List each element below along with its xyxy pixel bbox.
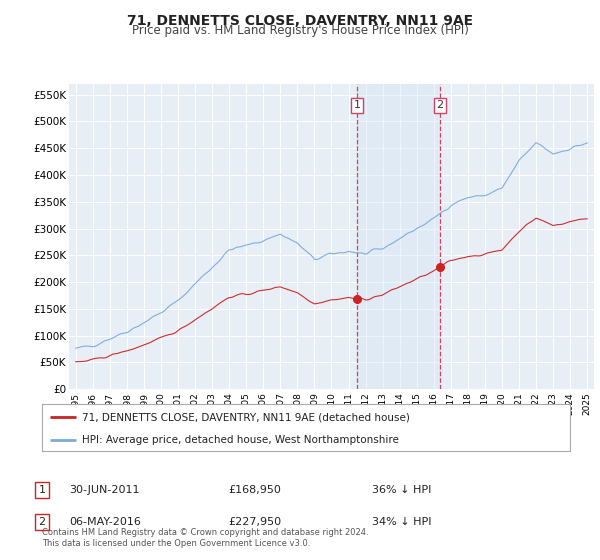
- Text: 34% ↓ HPI: 34% ↓ HPI: [372, 517, 431, 527]
- Text: Price paid vs. HM Land Registry's House Price Index (HPI): Price paid vs. HM Land Registry's House …: [131, 24, 469, 37]
- Text: HPI: Average price, detached house, West Northamptonshire: HPI: Average price, detached house, West…: [82, 435, 398, 445]
- Bar: [357, 84, 440, 389]
- Text: 71, DENNETTS CLOSE, DAVENTRY, NN11 9AE (detached house): 71, DENNETTS CLOSE, DAVENTRY, NN11 9AE (…: [82, 412, 409, 422]
- Text: £168,950: £168,950: [228, 485, 281, 495]
- Text: 71, DENNETTS CLOSE, DAVENTRY, NN11 9AE: 71, DENNETTS CLOSE, DAVENTRY, NN11 9AE: [127, 14, 473, 28]
- Text: 1: 1: [353, 100, 361, 110]
- Text: Contains HM Land Registry data © Crown copyright and database right 2024.
This d: Contains HM Land Registry data © Crown c…: [42, 528, 368, 548]
- Text: 1: 1: [38, 485, 46, 495]
- Text: 30-JUN-2011: 30-JUN-2011: [69, 485, 139, 495]
- Text: 36% ↓ HPI: 36% ↓ HPI: [372, 485, 431, 495]
- Text: 06-MAY-2016: 06-MAY-2016: [69, 517, 141, 527]
- Text: £227,950: £227,950: [228, 517, 281, 527]
- Text: 2: 2: [38, 517, 46, 527]
- Text: 2: 2: [437, 100, 443, 110]
